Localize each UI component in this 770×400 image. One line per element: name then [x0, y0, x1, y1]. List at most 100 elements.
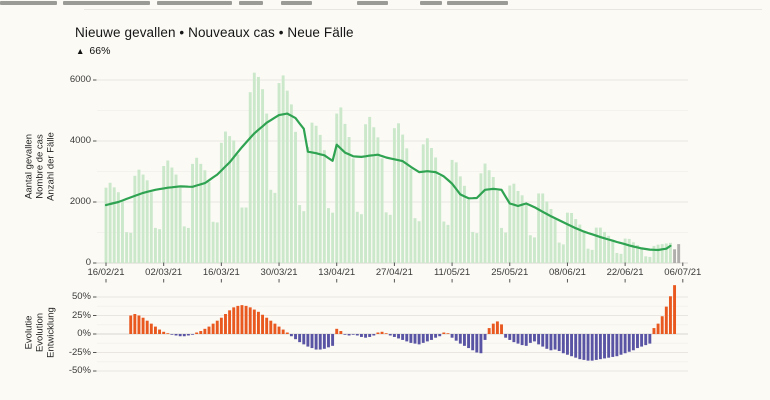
cases-y-tick-label: 6000	[69, 74, 91, 85]
evolution-bar-negative	[512, 334, 516, 343]
cases-y-tick-label: 0	[85, 257, 91, 268]
evolution-bar-positive	[668, 296, 672, 334]
daily-cases-bar	[314, 125, 318, 263]
evolution-bar-negative	[611, 334, 615, 357]
evolution-bar-positive	[446, 333, 450, 334]
daily-cases-bar	[450, 159, 454, 263]
daily-cases-bar	[516, 191, 520, 263]
evolution-bar-positive	[158, 329, 162, 334]
daily-cases-bar	[627, 238, 631, 263]
evolution-bar-negative	[364, 334, 368, 338]
evolution-bar-negative	[524, 334, 528, 346]
daily-cases-bar	[512, 183, 516, 263]
evolution-bar-positive	[224, 314, 227, 334]
evolution-bar-negative	[289, 334, 293, 337]
daily-cases-bar	[508, 185, 512, 263]
daily-cases-bar	[664, 243, 668, 263]
evolution-bar-negative	[405, 334, 409, 342]
x-tick-label: 27/04/21	[375, 267, 413, 278]
daily-cases-bar-incomplete	[677, 244, 681, 263]
daily-cases-bar	[125, 232, 129, 263]
evolution-bar-positive	[442, 332, 446, 334]
evolution-bar-positive	[145, 320, 149, 334]
daily-cases-bar	[310, 122, 314, 263]
evolution-bar-negative	[545, 334, 549, 349]
evolution-y-tick-label: -50%	[68, 365, 91, 376]
evolution-bar-negative	[528, 334, 532, 343]
evolution-bar-negative	[479, 334, 483, 354]
daily-cases-bar	[318, 134, 322, 263]
daily-cases-bar	[240, 207, 244, 263]
evolution-bar-negative	[462, 334, 466, 346]
daily-cases-bar	[594, 227, 598, 263]
daily-cases-bar	[644, 256, 648, 263]
evolution-bar-negative	[343, 334, 347, 335]
evolution-bar-negative	[520, 334, 524, 346]
evolution-bar-negative	[178, 334, 182, 337]
evolution-bar-positive	[269, 320, 273, 334]
daily-cases-bar	[520, 195, 524, 263]
evolution-bar-negative	[636, 334, 639, 349]
evolution-bar-negative	[557, 334, 561, 352]
daily-cases-bar	[141, 174, 145, 263]
daily-cases-bar	[619, 253, 623, 263]
evolution-bar-negative	[314, 334, 318, 350]
evolution-bar-positive	[149, 323, 153, 334]
x-tick-label: 25/05/21	[491, 267, 529, 278]
daily-cases-bar	[302, 211, 306, 263]
daily-cases-bar	[405, 148, 409, 263]
evolution-bar-negative	[541, 334, 545, 347]
daily-cases-bar	[158, 229, 162, 263]
daily-cases-bar	[211, 221, 215, 263]
daily-cases-bar	[446, 224, 450, 264]
daily-cases-bar	[603, 231, 606, 263]
daily-cases-bar	[149, 192, 153, 263]
x-tick-label: 13/04/21	[318, 267, 356, 278]
evolution-bar-negative	[483, 334, 487, 340]
daily-cases-bar	[652, 245, 656, 263]
daily-cases-bar	[376, 137, 380, 263]
evolution-bar-negative	[590, 334, 594, 361]
daily-cases-bar	[343, 123, 347, 263]
cropped-text-artifact	[0, 0, 770, 12]
daily-cases-bar	[504, 232, 508, 263]
evolution-bar-positive	[487, 328, 491, 334]
evolution-bar-positive	[252, 309, 256, 334]
evolution-bar-positive	[495, 321, 499, 334]
daily-cases-bar	[219, 142, 223, 263]
daily-cases-bar	[640, 248, 644, 263]
daily-cases-bar	[537, 193, 541, 263]
evolution-bar-negative	[359, 334, 363, 337]
evolution-bar-positive	[261, 314, 265, 334]
daily-cases-bar	[347, 137, 351, 263]
x-tick-label: 08/06/21	[548, 267, 586, 278]
evolution-bar-positive	[273, 323, 277, 334]
evolution-bar-negative	[347, 334, 351, 336]
daily-cases-bar	[578, 224, 582, 263]
evolution-bar-negative	[607, 334, 611, 358]
daily-cases-bar	[195, 157, 199, 263]
evolution-bar-positive	[277, 326, 281, 334]
daily-cases-bar	[112, 187, 116, 263]
evolution-bar-positive	[236, 305, 240, 334]
evolution-bar-positive	[491, 323, 495, 334]
evolution-bar-positive	[664, 306, 668, 334]
daily-cases-bar	[191, 163, 194, 264]
daily-cases-bar	[565, 212, 569, 263]
evolution-bar-negative	[533, 334, 536, 342]
daily-cases-bar	[261, 89, 265, 264]
daily-cases-bar	[648, 256, 652, 263]
x-tick-label: 11/05/21	[433, 267, 471, 278]
evolution-bar-negative	[368, 334, 372, 337]
delta-indicator: ▲ 66%	[76, 45, 110, 57]
daily-cases-bar	[553, 219, 557, 263]
evolution-bar-negative	[623, 334, 627, 354]
daily-cases-bar	[174, 174, 178, 263]
evolution-bar-positive	[376, 332, 380, 334]
daily-cases-bar	[273, 192, 277, 263]
evolution-bar-negative	[450, 334, 454, 338]
daily-cases-bar	[430, 148, 433, 263]
daily-cases-bar	[355, 211, 359, 263]
evolution-bar-negative	[351, 334, 355, 335]
daily-cases-bar	[153, 227, 157, 263]
